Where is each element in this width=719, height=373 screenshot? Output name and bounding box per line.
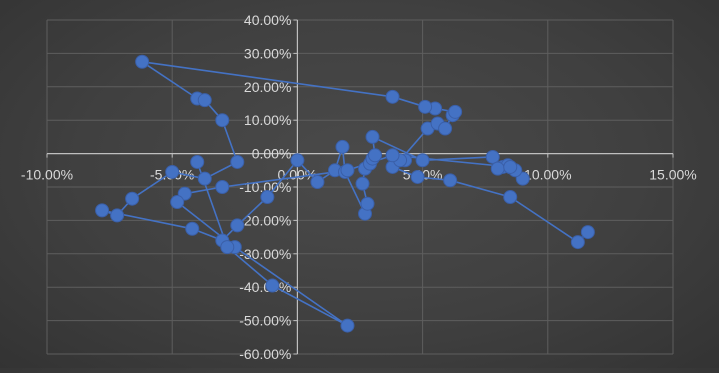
data-point	[135, 54, 150, 69]
data-point	[365, 129, 380, 144]
data-point	[230, 154, 245, 169]
data-point	[110, 208, 125, 223]
data-point	[95, 203, 110, 218]
data-point	[335, 139, 350, 154]
data-point	[185, 221, 200, 236]
data-point	[580, 225, 595, 240]
data-point	[448, 104, 463, 119]
y-tick-label: -20.00%	[239, 212, 291, 228]
data-point	[385, 89, 400, 104]
data-point	[385, 148, 400, 163]
tick-labels: 40.00% 30.00% 20.00% 10.00% 0.00% -10.00% -20.…	[21, 12, 697, 362]
data-point	[197, 93, 212, 108]
data-point	[290, 153, 305, 168]
data-point	[215, 180, 230, 194]
data-point	[230, 218, 245, 233]
y-tick-label: -30.00%	[239, 246, 291, 262]
data-point	[340, 318, 355, 333]
y-tick-label: -60.00%	[239, 346, 291, 362]
data-series	[95, 54, 595, 333]
data-point	[190, 154, 205, 169]
data-point	[265, 278, 280, 293]
y-tick-label: 20.00%	[244, 79, 291, 95]
data-point	[503, 190, 518, 205]
data-point	[340, 163, 355, 178]
data-point	[215, 113, 230, 128]
data-point	[165, 164, 180, 179]
data-point	[485, 149, 500, 164]
data-point	[415, 153, 430, 168]
data-point	[570, 235, 585, 250]
y-tick-label: 0.00%	[252, 146, 292, 162]
data-point	[355, 176, 370, 191]
data-point	[170, 195, 185, 210]
data-point	[310, 174, 325, 189]
data-point	[438, 121, 453, 136]
x-tick-label: 10.00%	[524, 167, 571, 183]
data-point	[410, 169, 425, 184]
data-point	[220, 240, 235, 255]
data-point	[197, 171, 212, 186]
data-point	[490, 161, 505, 176]
y-tick-label: -50.00%	[239, 313, 291, 329]
y-tick-label: 40.00%	[244, 12, 291, 28]
data-point	[368, 148, 383, 163]
data-point	[125, 191, 140, 206]
x-tick-label: 15.00%	[649, 167, 696, 183]
x-tick-label: -10.00%	[21, 167, 73, 183]
y-tick-label: 10.00%	[244, 112, 291, 128]
data-point	[418, 99, 433, 114]
y-tick-label: 30.00%	[244, 45, 291, 61]
data-point	[503, 159, 518, 174]
data-point	[360, 196, 375, 211]
data-point	[443, 173, 458, 188]
data-point	[260, 190, 275, 205]
